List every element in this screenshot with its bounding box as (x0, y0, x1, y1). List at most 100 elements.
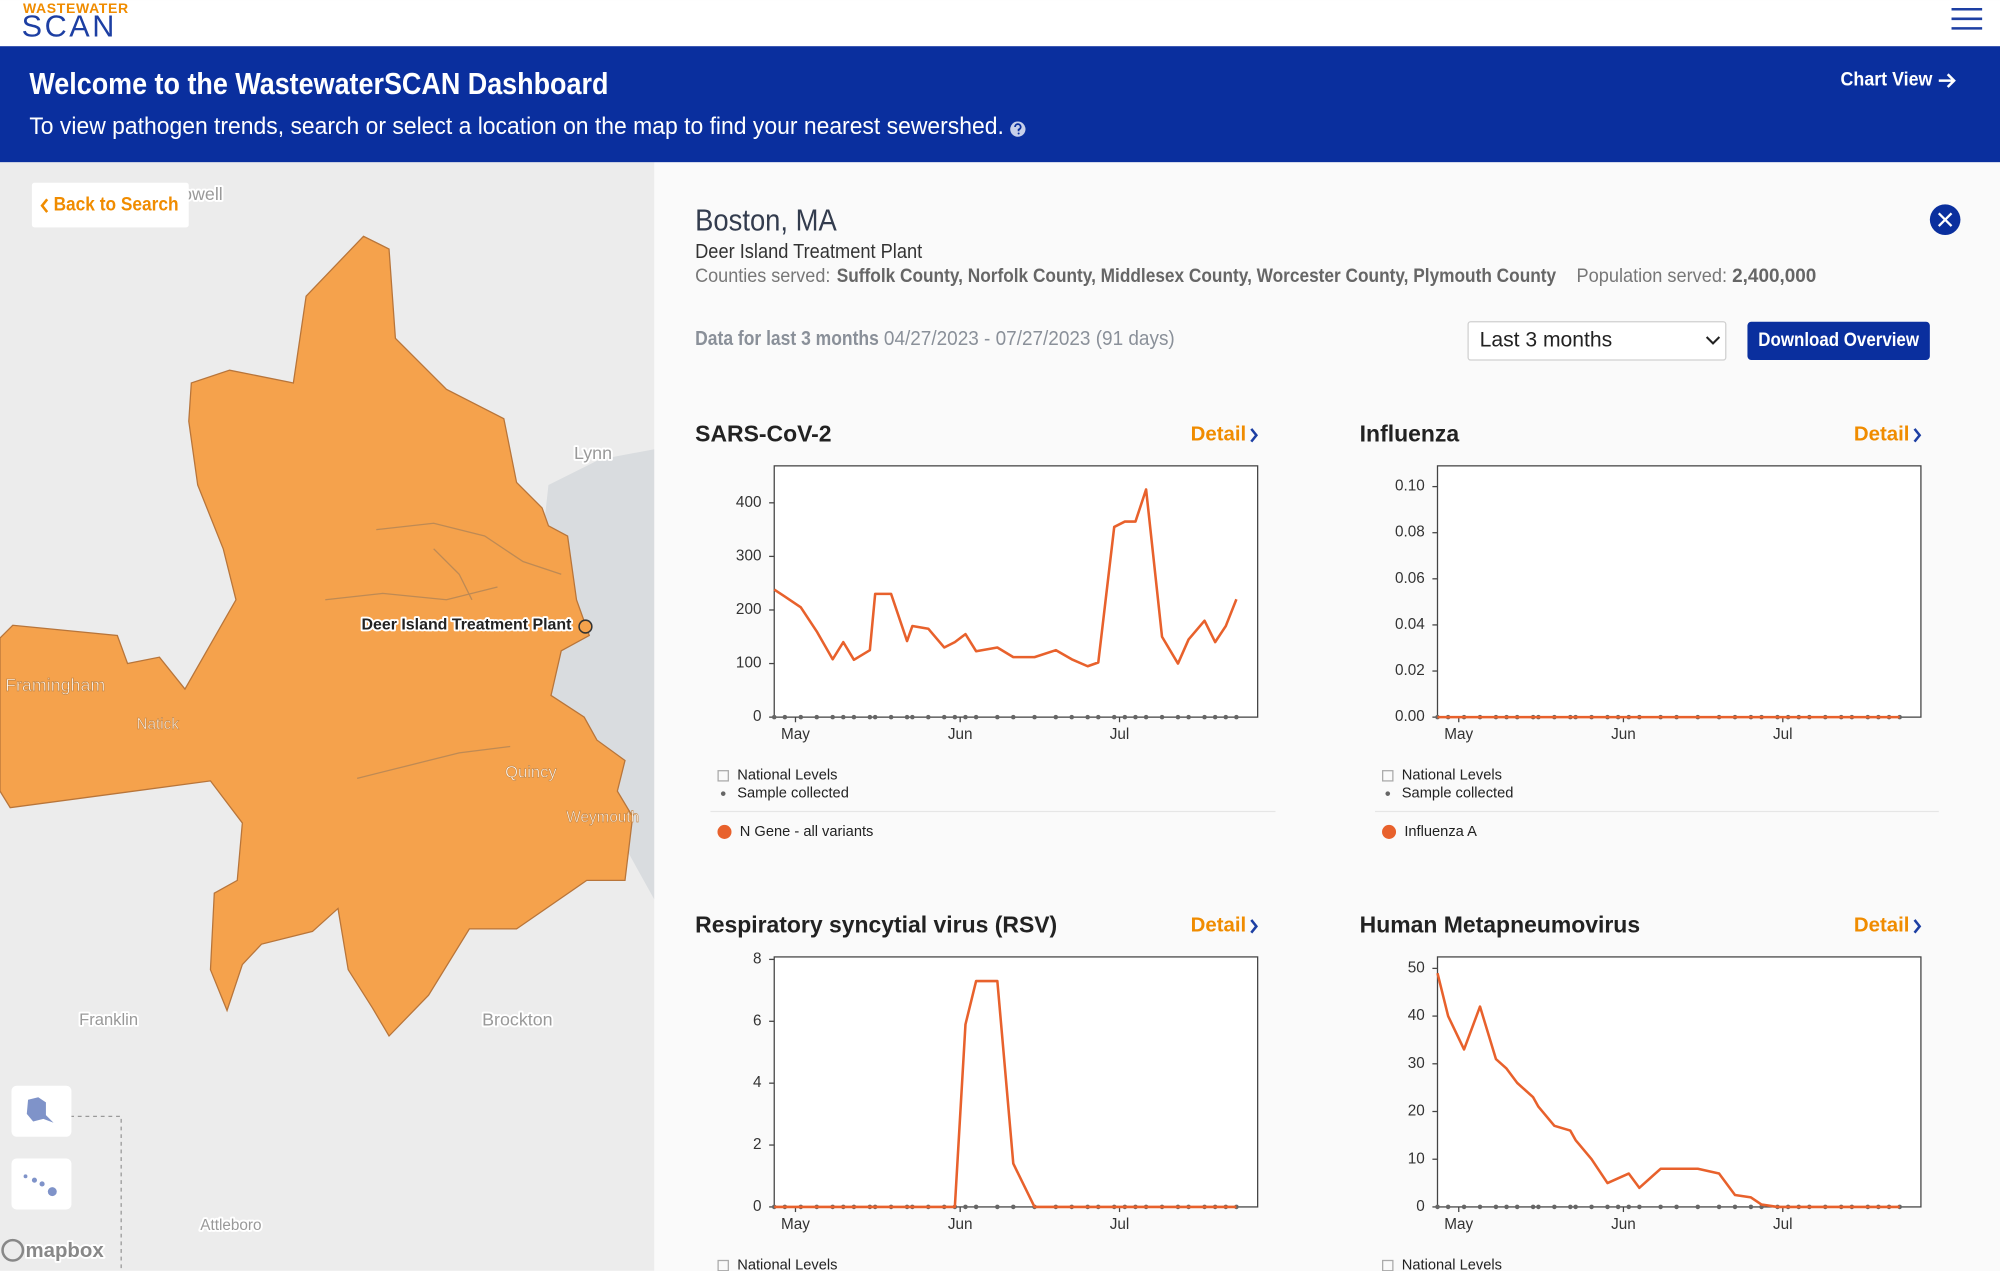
logo-bottom[interactable]: SCAN (22, 9, 117, 43)
x-tick-label: Jun (948, 726, 973, 743)
y-tick-label: 8 (753, 950, 762, 967)
sample-dot (1234, 714, 1239, 720)
x-tick-label: Jul (1110, 1216, 1130, 1233)
sample-dot (1552, 1204, 1557, 1210)
sample-dot (1010, 1204, 1016, 1210)
detail-link[interactable]: Detail (1854, 915, 1910, 937)
place-label: Franklin (79, 1010, 138, 1029)
sample-dot (1589, 1204, 1594, 1210)
sample-dot (1568, 1204, 1573, 1210)
sample-dot (1085, 714, 1090, 720)
x-tick-label: May (1444, 726, 1473, 743)
close-button[interactable] (1929, 204, 1961, 235)
plant-marker[interactable] (578, 619, 593, 634)
map[interactable]: Deer Island Treatment Plant Lowell Lynn … (0, 162, 655, 1271)
x-tick-label: Jul (1773, 726, 1793, 743)
sample-dot (1461, 1204, 1467, 1210)
range-select-value[interactable]: Last 3 months (1480, 327, 1613, 352)
sample-dot (814, 714, 820, 720)
y-tick-label: 0.02 (1395, 662, 1425, 679)
y-tick-label: 200 (736, 601, 762, 618)
sample-dot (963, 1204, 968, 1210)
population-label: Population served: (1577, 266, 1728, 287)
data-line (774, 979, 1237, 1209)
sample-dot (1716, 1204, 1722, 1210)
y-tick-label: 400 (736, 494, 762, 511)
detail-link[interactable]: Detail (1854, 424, 1910, 446)
back-button-label[interactable]: Back to Search (54, 195, 179, 216)
data-line (1436, 972, 1900, 1209)
y-tick-label: 2 (753, 1136, 762, 1153)
banner (0, 46, 2000, 163)
detail-link[interactable]: Detail (1191, 915, 1247, 937)
plot-area (773, 465, 1259, 718)
y-tick-label: 30 (1408, 1055, 1425, 1072)
x-tick-label: May (1444, 1216, 1473, 1233)
sample-dot (1504, 1204, 1509, 1210)
x-tick-label: Jul (1773, 1216, 1793, 1233)
sample-dot (910, 714, 915, 720)
download-button[interactable] (1747, 321, 1930, 360)
y-tick-label: 0 (1416, 1198, 1425, 1215)
sample-dot (1159, 714, 1165, 720)
select-chevron (1705, 336, 1721, 345)
chart-title: Human Metapneumovirus (1360, 911, 1640, 937)
site-city: Boston, MA (695, 203, 837, 237)
back-button[interactable] (31, 182, 189, 228)
chart-title: Influenza (1360, 420, 1460, 446)
sample-dot (1514, 1204, 1520, 1210)
sample-dot (1605, 1204, 1610, 1210)
logo-top[interactable]: WASTEWATER (23, 0, 129, 16)
sample-dot (1493, 1204, 1499, 1210)
sample-dot (798, 714, 804, 720)
help-icon[interactable] (1010, 121, 1026, 137)
range-select[interactable] (1467, 321, 1727, 361)
place-label: Natick (136, 716, 179, 733)
legend-label: National Levels (1402, 1257, 1502, 1271)
sample-dot (888, 714, 894, 720)
chevron-icon (40, 198, 49, 213)
menu-icon[interactable] (1951, 7, 1983, 30)
plot-area (1436, 956, 1922, 1208)
alaska-icon (26, 1097, 54, 1123)
sewershed[interactable] (0, 235, 634, 1038)
data-line (773, 488, 1238, 668)
chart-view-link[interactable]: Chart View (1841, 70, 1933, 91)
sample-dot (995, 714, 1000, 720)
arrow-icon (1938, 73, 1956, 88)
sample-dot (1122, 714, 1128, 720)
range-label: Data for last 3 months (695, 328, 879, 350)
sample-dot (1010, 714, 1016, 720)
hawaii-icon (23, 1174, 57, 1197)
national-icon (717, 770, 729, 782)
y-tick-label: 10 (1408, 1150, 1425, 1167)
x-tick-label: May (781, 726, 810, 743)
range-dates: 04/27/2023 - 07/27/2023 (91 days) (884, 328, 1175, 350)
sample-dot (973, 1204, 979, 1210)
sample-dot (1573, 1204, 1578, 1210)
y-tick-label: 6 (753, 1012, 762, 1029)
sample-dot (952, 714, 958, 720)
legend-label: National Levels (737, 1257, 837, 1271)
chevron-icon (1913, 919, 1922, 934)
sample-dot (1477, 1204, 1483, 1210)
chevron-icon (1250, 919, 1259, 934)
sample-dot (1069, 714, 1075, 720)
chevron-icon (1250, 428, 1259, 443)
sample-dot (1186, 714, 1191, 720)
download-label[interactable]: Download Overview (1758, 330, 1919, 351)
detail-link[interactable]: Detail (1191, 424, 1247, 446)
y-tick-label: 100 (736, 655, 762, 672)
legend-swatch (717, 824, 732, 839)
y-tick-label: 300 (736, 547, 762, 564)
top-bar (0, 0, 2000, 47)
sample-dot (1637, 1204, 1642, 1210)
y-tick-label: 20 (1408, 1103, 1425, 1120)
counties-label: Counties served: (695, 266, 830, 287)
legend-label: National Levels (737, 768, 837, 784)
sample-dot (1095, 714, 1101, 720)
y-tick-label: 0 (753, 1198, 762, 1215)
plant-label: Deer Island Treatment Plant (362, 616, 573, 633)
attribution[interactable]: mapbox (24, 1238, 107, 1264)
